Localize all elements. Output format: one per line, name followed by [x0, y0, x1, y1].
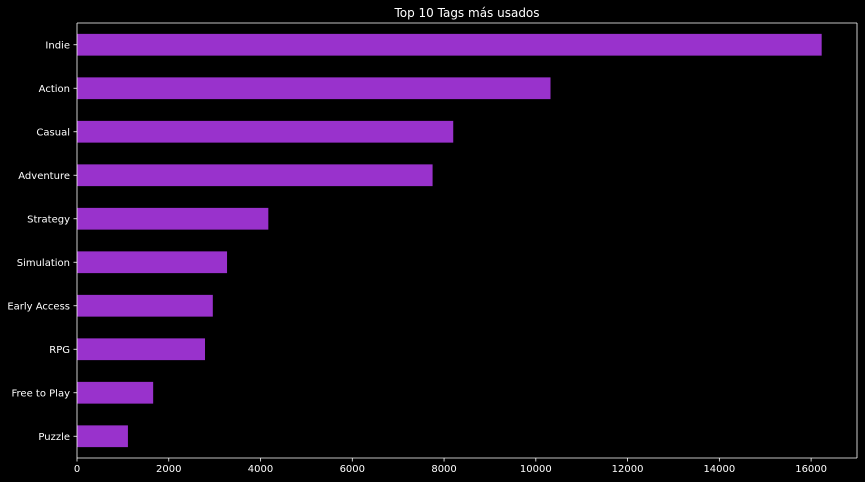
bar: [77, 381, 154, 404]
x-tick-label: 16000: [795, 464, 827, 475]
x-tick-label: 2000: [156, 464, 181, 475]
y-tick-label: Free to Play: [12, 388, 71, 399]
y-tick-label: RPG: [49, 345, 70, 356]
plot-area: Indie Action Casual Adventure Strategy Simula…: [7, 22, 858, 475]
bar: [77, 33, 822, 56]
bar: [77, 164, 433, 187]
bar: [77, 251, 228, 274]
bar: [77, 294, 213, 317]
y-tick-label: Puzzle: [38, 432, 70, 443]
x-tick-label: 4000: [248, 464, 273, 475]
x-tick-label: 14000: [703, 464, 735, 475]
y-tick-label: Strategy: [27, 214, 70, 225]
x-tick-label: 12000: [612, 464, 644, 475]
bar: [77, 338, 206, 361]
y-tick-label: Casual: [36, 127, 70, 138]
bar: [77, 425, 128, 448]
x-tick-label: 6000: [340, 464, 365, 475]
y-tick-label: Adventure: [18, 171, 70, 182]
y-tick-label: Simulation: [17, 258, 70, 269]
bar: [77, 207, 269, 230]
x-tick-label: 10000: [520, 464, 552, 475]
x-tick-label: 0: [74, 464, 80, 475]
bar: [77, 77, 551, 100]
y-tick-label: Early Access: [7, 301, 70, 312]
chart-title: Top 10 Tags más usados: [393, 6, 539, 20]
y-tick-label: Action: [39, 84, 70, 95]
x-tick-label: 8000: [431, 464, 456, 475]
y-tick-label: Indie: [45, 40, 70, 51]
bar: [77, 120, 454, 143]
